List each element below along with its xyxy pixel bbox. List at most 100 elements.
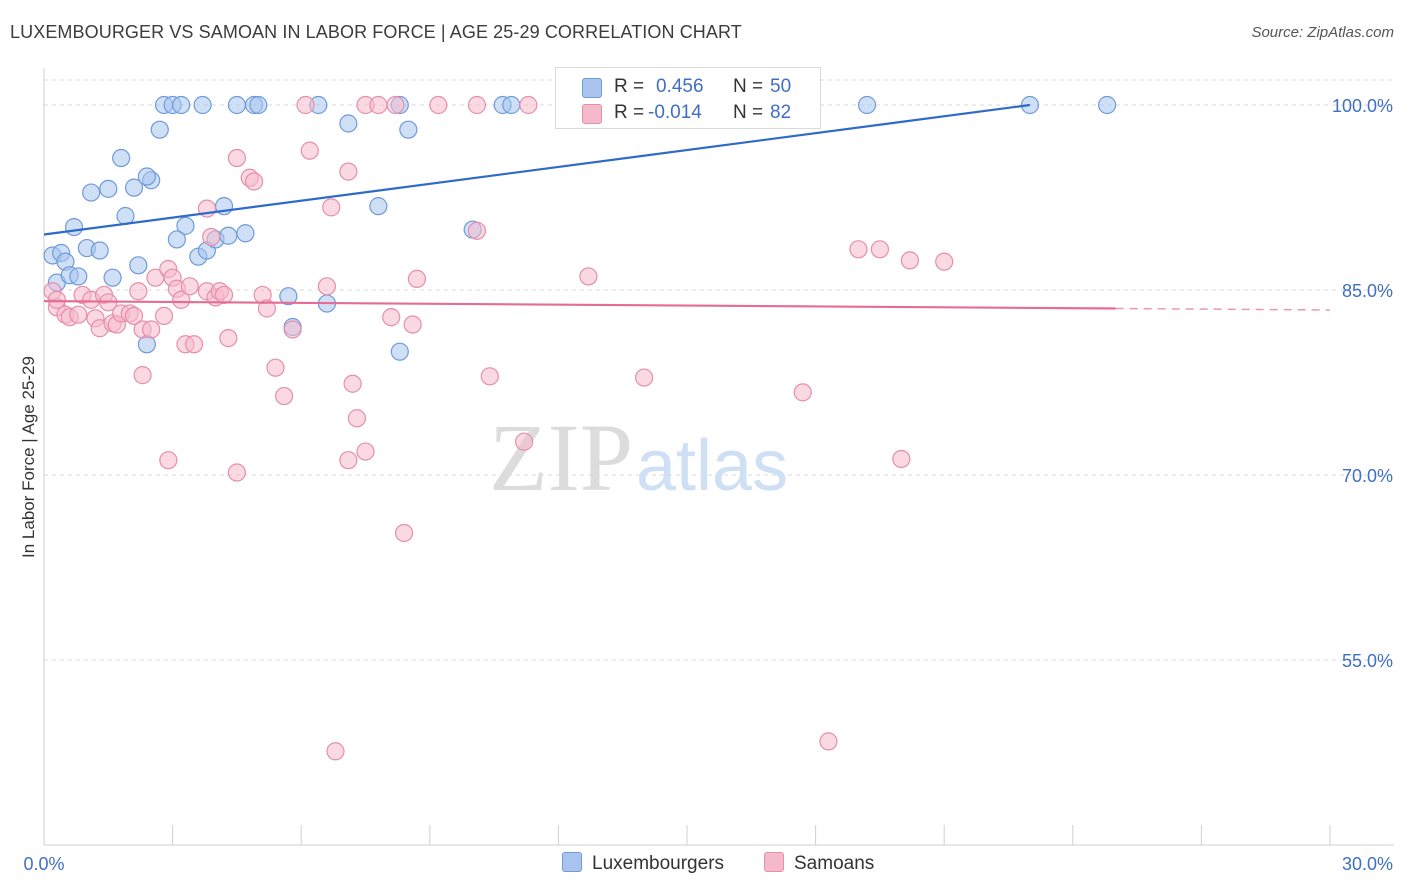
- samoan-point: [386, 95, 405, 115]
- luxembourger-point: [103, 268, 122, 287]
- samoan-point: [793, 383, 812, 402]
- source-label: Source: ZipAtlas.com: [1251, 24, 1394, 41]
- samoan-point: [184, 335, 204, 354]
- n-value: 82: [770, 102, 792, 123]
- samoan-point: [322, 198, 341, 217]
- samoan-point: [142, 320, 161, 339]
- samoan-point: [227, 148, 246, 168]
- points-layer: [43, 95, 1117, 761]
- luxembourger-point: [172, 95, 191, 115]
- chart-title: LUXEMBOURGER VS SAMOAN IN LABOR FORCE | …: [10, 22, 742, 42]
- samoan-point: [317, 277, 337, 296]
- samoans-trend-extension: [1115, 307, 1331, 311]
- luxembourger-point: [150, 120, 169, 139]
- samoan-point: [296, 95, 315, 115]
- luxembourger-point: [64, 218, 84, 237]
- luxembourger-point: [502, 95, 521, 115]
- r-value: -0.014: [648, 102, 702, 123]
- trend-layer: [43, 103, 1331, 311]
- samoan-point: [635, 368, 654, 387]
- luxembourger-point: [129, 256, 148, 275]
- samoan-point: [339, 451, 358, 470]
- samoan-point: [892, 449, 911, 469]
- luxembourger-point: [82, 183, 101, 202]
- samoan-point: [129, 282, 148, 301]
- samoan-point: [935, 252, 954, 271]
- samoan-point: [202, 227, 221, 247]
- r-label: R =: [614, 76, 645, 97]
- luxembourger-point: [279, 287, 298, 306]
- luxembourger-point: [219, 226, 238, 245]
- n-value: 50: [770, 76, 792, 97]
- n-label: N =: [733, 102, 764, 123]
- grid-layer: [44, 79, 1394, 661]
- stats-row-samoans: R = -0.014 N = 82: [556, 99, 820, 127]
- luxembourger-point: [857, 95, 877, 115]
- luxembourger-point: [339, 114, 358, 133]
- samoan-point: [244, 172, 264, 191]
- n-label: N =: [733, 76, 764, 97]
- samoan-point: [870, 240, 890, 259]
- x-tick-label: 0.0%: [23, 854, 64, 874]
- luxembourgers-legend-swatch: [562, 852, 582, 872]
- luxembourgers-trend-line: [43, 103, 1031, 236]
- x-tick-label: 30.0%: [1342, 854, 1393, 874]
- samoan-point: [47, 290, 66, 309]
- luxembourger-point: [99, 179, 118, 198]
- samoan-point: [339, 162, 358, 181]
- legend-item-luxembourgers[interactable]: Luxembourgers: [562, 852, 724, 875]
- luxembourger-point: [90, 241, 109, 260]
- samoan-point: [219, 329, 238, 348]
- samoan-point: [180, 277, 199, 296]
- samoan-point: [172, 290, 191, 309]
- samoans-swatch: [582, 104, 602, 124]
- samoan-point: [467, 95, 487, 115]
- stats-row-luxembourgers: R = 0.456 N = 50: [556, 73, 820, 101]
- axis-layer: [43, 68, 1394, 846]
- samoan-point: [266, 358, 285, 377]
- samoans-legend-swatch: [764, 852, 784, 872]
- samoan-point: [227, 463, 246, 482]
- y-axis-label: In Labor Force | Age 25-29: [19, 356, 38, 558]
- samoan-point: [900, 251, 920, 270]
- luxembourger-point: [193, 95, 212, 115]
- samoan-point: [154, 306, 174, 325]
- samoan-point: [343, 374, 362, 393]
- luxembourger-point: [69, 267, 88, 286]
- samoan-point: [274, 386, 294, 406]
- samoan-point: [849, 240, 868, 259]
- luxembourger-point: [112, 148, 131, 168]
- r-value: 0.456: [656, 76, 704, 97]
- samoan-point: [347, 409, 367, 428]
- samoan-point: [356, 442, 375, 461]
- legend-item-samoans[interactable]: Samoans: [764, 852, 874, 875]
- y-tick-label: 85.0%: [1342, 281, 1393, 301]
- samoan-point: [283, 320, 302, 339]
- luxembourger-point: [124, 178, 144, 197]
- luxembourger-point: [227, 95, 246, 115]
- samoan-point: [69, 305, 88, 324]
- series-legend: Luxembourgers Samoans: [0, 850, 1406, 880]
- samoan-point: [300, 141, 319, 160]
- luxembourger-point: [249, 95, 268, 115]
- samoan-point: [519, 95, 538, 115]
- samoan-point: [515, 432, 534, 451]
- y-tick-label: 70.0%: [1342, 466, 1393, 486]
- r-label: R =: [614, 102, 645, 123]
- watermark-zip: ZIP: [489, 404, 633, 511]
- luxembourgers-swatch: [582, 78, 602, 98]
- luxembourger-point: [176, 216, 195, 235]
- watermark-atlas: atlas: [636, 426, 788, 506]
- samoan-point: [403, 315, 422, 334]
- luxembourger-point: [1097, 95, 1117, 115]
- legend-label: Luxembourgers: [592, 853, 725, 874]
- legend-label: Samoans: [794, 853, 875, 874]
- samoan-point: [407, 269, 427, 288]
- samoan-point: [326, 742, 345, 761]
- luxembourger-point: [137, 167, 156, 186]
- luxembourger-point: [236, 224, 255, 243]
- y-tick-label: 100.0%: [1332, 96, 1393, 116]
- samoan-point: [257, 299, 277, 318]
- luxembourger-point: [167, 230, 186, 249]
